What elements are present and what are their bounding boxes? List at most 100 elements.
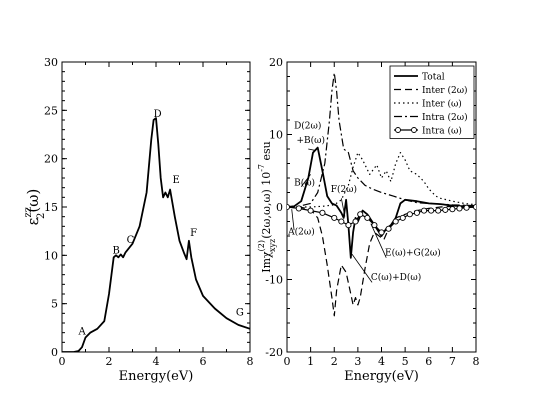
- legend: Total Inter (2ω) Inter (ω) Intra (2ω) Intra …: [389, 65, 475, 139]
- annotation-leader: [340, 198, 346, 217]
- annotation-label: A: [77, 327, 86, 338]
- legend-entry: Inter (2ω): [422, 85, 468, 96]
- annotation-leader: [308, 148, 316, 151]
- y-tick-label: -20: [265, 346, 283, 359]
- series-intra-omega-point: [385, 225, 392, 232]
- annotation-label: B: [113, 245, 120, 256]
- annotation-label: F: [190, 228, 197, 239]
- series-intra-omega-point: [392, 218, 399, 225]
- series-line-line: [62, 117, 250, 352]
- series-intra-omega-point: [442, 206, 449, 213]
- series-intra-omega-point: [345, 222, 352, 229]
- x-axis-label: Energy(eV): [119, 369, 194, 384]
- y-axis-label-sub: 2: [36, 213, 47, 219]
- series-intra-omega-point: [331, 214, 338, 221]
- annotation-label: D(2ω): [294, 121, 321, 132]
- series-intra-omega-point: [449, 206, 456, 213]
- y-axis-label: εzz 2(ω): [23, 189, 47, 226]
- y-axis-label-sup: (2): [257, 240, 266, 251]
- annotation-label: D: [154, 109, 162, 120]
- x-tick-label: 6: [200, 355, 207, 368]
- legend-entry: Inter (ω): [422, 99, 462, 110]
- x-tick-label: 8: [473, 355, 480, 368]
- y-tick-label: 25: [44, 104, 58, 117]
- y-axis-label-main: Imχ: [260, 251, 273, 273]
- x-tick-label: 8: [247, 355, 254, 368]
- series-inter-2-line: [287, 205, 476, 317]
- x-tick-label: 0: [59, 355, 66, 368]
- series-intra-omega-point: [413, 209, 420, 216]
- legend-box: [389, 65, 475, 139]
- legend-entry: Intra (2ω): [422, 112, 468, 123]
- y-tick-label: 5: [51, 298, 58, 311]
- panel-right: 0 1 2 3 4 5 6 7 8 -20 -10 0 10 20 Energy(eV) D(2ω) +B(ω)…: [257, 56, 480, 384]
- y-tick-label: 10: [44, 249, 58, 262]
- series-intra-omega-point: [357, 211, 364, 218]
- series-intra-omega-point: [456, 205, 463, 212]
- annotation-label: C(ω)+D(ω): [371, 272, 421, 283]
- annotation-leader: [370, 223, 387, 258]
- series-intra-omega-point: [406, 211, 413, 218]
- x-tick-label: 0: [284, 355, 291, 368]
- annotation-label: +B(ω): [296, 135, 325, 146]
- legend-entry: Total: [422, 73, 445, 83]
- plot-area: [287, 72, 476, 317]
- annotation-label: E(ω)+G(2ω): [385, 248, 441, 259]
- y-tick-label: 10: [269, 129, 283, 142]
- y-axis-label-sub: xyz: [268, 239, 277, 252]
- series-intra-omega-point: [435, 207, 442, 214]
- y-tick-label: 20: [269, 56, 283, 69]
- plot-area: [62, 117, 250, 352]
- series-intra-omega-point: [428, 207, 435, 214]
- y-tick-label: 20: [44, 153, 58, 166]
- annotation-label: E: [172, 175, 179, 186]
- series-intra-omega-point: [364, 214, 371, 221]
- annotation-label: G: [236, 307, 244, 318]
- y-axis-label-tail: (2ω,ω,ω) 10: [260, 172, 273, 239]
- y-axis-label-tail: (ω): [24, 189, 42, 213]
- annotation-leader: [351, 253, 373, 283]
- x-tick-label: 1: [307, 355, 314, 368]
- y-axis-label: Imχ(2) xyz(2ω,ω,ω) 10-7 esu: [257, 141, 277, 273]
- x-tick-label: 3: [354, 355, 361, 368]
- x-tick-label: 7: [449, 355, 456, 368]
- legend-entry: Intra (ω): [422, 126, 462, 137]
- y-tick-label: 0: [51, 346, 58, 359]
- annotation-leader: [300, 174, 311, 187]
- x-tick-label: 2: [331, 355, 338, 368]
- x-tick-label: 4: [378, 355, 385, 368]
- annotation-leader: [291, 209, 295, 231]
- x-axis-label: Energy(eV): [344, 369, 419, 384]
- y-tick-label: 30: [44, 56, 58, 69]
- annotation-label: C: [127, 235, 135, 246]
- y-axis-label-exp: -7: [257, 164, 266, 172]
- series-intra-omega-point: [399, 214, 406, 221]
- series-total-line: [287, 146, 476, 259]
- series-intra-omega-point: [463, 204, 470, 211]
- series-intra-omega-point: [420, 207, 428, 214]
- y-tick-label: -10: [265, 274, 283, 287]
- x-tick-label: 2: [106, 355, 113, 368]
- series-intra-omega-point: [378, 229, 385, 236]
- plot-frame: [61, 61, 251, 353]
- series-inter-line: [287, 152, 476, 208]
- y-tick-label: 15: [44, 201, 58, 214]
- y-axis-label-unit: esu: [260, 141, 273, 164]
- y-axis-label-main: ε: [24, 217, 42, 225]
- series-intra-omega-point: [352, 218, 359, 225]
- y-axis-label-sup: zz: [23, 207, 34, 218]
- x-tick-label: 5: [402, 355, 409, 368]
- series-intra-2-line: [287, 72, 476, 208]
- series-intra-omega-point: [295, 205, 302, 212]
- y-tick-label: 0: [276, 201, 283, 214]
- x-tick-label: 6: [425, 355, 432, 368]
- series-intra-omega-point: [287, 203, 291, 211]
- x-tick-label: 4: [153, 355, 160, 368]
- annotation-label: F(2ω): [331, 184, 357, 195]
- series-intra-omega-point: [319, 209, 326, 216]
- legend-marker: [411, 127, 417, 133]
- legend-marker: [395, 127, 401, 133]
- series-intra-omega-point: [472, 203, 476, 211]
